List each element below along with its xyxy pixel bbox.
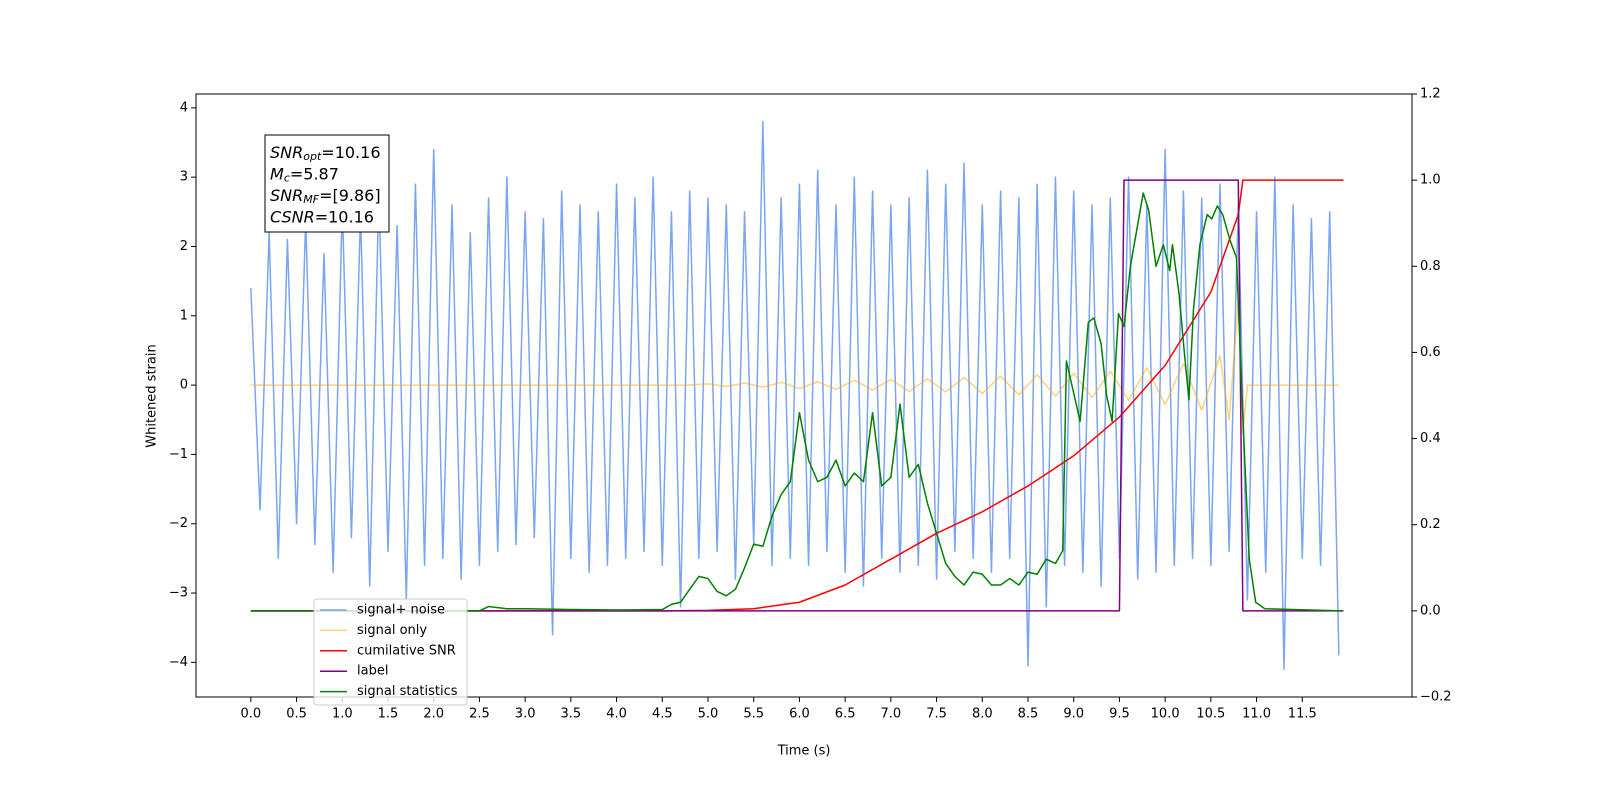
x-tick-label: 7.0 [881, 707, 902, 722]
y2-tick-label: 0.6 [1420, 345, 1441, 360]
annotation-symbol: SNR [270, 143, 303, 162]
x-tick-label: 9.5 [1109, 707, 1130, 722]
x-tick-label: 10.5 [1196, 707, 1225, 722]
annotation-symbol: CSNR [270, 207, 315, 226]
legend-frame [313, 598, 468, 706]
legend-label: signal+ noise [357, 603, 445, 618]
x-tick-label: 1.5 [378, 707, 399, 722]
series-line [250, 120, 1340, 671]
x-tick-label: 11.0 [1242, 707, 1271, 722]
legend-label: signal only [357, 623, 427, 638]
x-tick-label: 6.5 [835, 707, 856, 722]
y-axis-label: Whitened strain [145, 344, 160, 447]
y2-tick-label: 1.2 [1420, 87, 1441, 102]
x-tick-label: 10.0 [1151, 707, 1180, 722]
y-tick-label: 0 [180, 378, 188, 393]
series-line [250, 301, 1339, 435]
legend-label: cumilative SNR [357, 643, 456, 658]
legend-label: signal statistics [357, 684, 458, 699]
y2-tick-label: 0.4 [1420, 431, 1441, 446]
legend-label: label [357, 664, 388, 679]
y-tick-label: −1 [169, 447, 188, 462]
x-tick-label: 3.5 [561, 707, 582, 722]
x-tick-label: 5.0 [698, 707, 719, 722]
axes-frame [195, 93, 1413, 698]
annotation-frame [264, 134, 390, 233]
x-tick-label: 0.0 [241, 707, 262, 722]
x-tick-label: 2.0 [423, 707, 444, 722]
annotation-value: =[9.86] [319, 186, 381, 205]
annotation-subscript: opt [303, 150, 322, 163]
annotation-value: =5.87 [290, 164, 339, 183]
y-tick-label: 4 [180, 100, 188, 115]
y-tick-label: 1 [180, 308, 188, 323]
series-line [250, 179, 1344, 612]
y2-tick-label: −0.2 [1420, 690, 1452, 705]
x-tick-label: 9.0 [1063, 707, 1084, 722]
annotation: SNRMF=[9.86] [270, 186, 381, 207]
annotation-symbol: M [270, 164, 284, 183]
x-tick-label: 6.0 [789, 707, 810, 722]
x-tick-label: 4.5 [652, 707, 673, 722]
annotation: SNRopt=10.16 [270, 143, 381, 164]
annotation: CSNR=10.16 [270, 207, 374, 226]
y2-tick-label: 0.0 [1420, 603, 1441, 618]
x-tick-label: 8.5 [1018, 707, 1039, 722]
y2-tick-label: 1.0 [1420, 173, 1441, 188]
y2-tick-label: 0.2 [1420, 517, 1441, 532]
y2-tick-label: 0.8 [1420, 259, 1441, 274]
x-tick-label: 8.0 [972, 707, 993, 722]
y-tick-label: −3 [169, 586, 188, 601]
series-line [250, 192, 1342, 612]
x-tick-label: 0.5 [286, 707, 307, 722]
legend: signal+ noise signal only cumilative SNR la… [313, 598, 468, 706]
y-tick-label: 2 [180, 239, 188, 254]
annotation-symbol: SNR [270, 186, 303, 205]
annotation: Mc=5.87 [270, 164, 339, 185]
series-line [250, 179, 1344, 612]
x-tick-label: 11.5 [1288, 707, 1317, 722]
x-tick-label: 1.0 [332, 707, 353, 722]
annotation-value: =10.16 [321, 143, 380, 162]
x-tick-label: 5.5 [743, 707, 764, 722]
x-tick-label: 3.0 [515, 707, 536, 722]
y-tick-label: 3 [180, 170, 188, 185]
annotation-subscript: MF [303, 193, 319, 206]
y-tick-label: −4 [169, 655, 188, 670]
x-tick-label: 4.0 [606, 707, 627, 722]
annotation-box: SNRopt=10.16Mc=5.87SNRMF=[9.86]CSNR=10.1… [264, 134, 390, 233]
annotation-subscript: c [284, 172, 290, 185]
x-axis-label: Time (s) [777, 744, 831, 759]
y-tick-label: −2 [169, 516, 188, 531]
x-tick-label: 7.5 [926, 707, 947, 722]
x-tick-label: 2.5 [469, 707, 490, 722]
annotation-value: =10.16 [315, 207, 374, 226]
